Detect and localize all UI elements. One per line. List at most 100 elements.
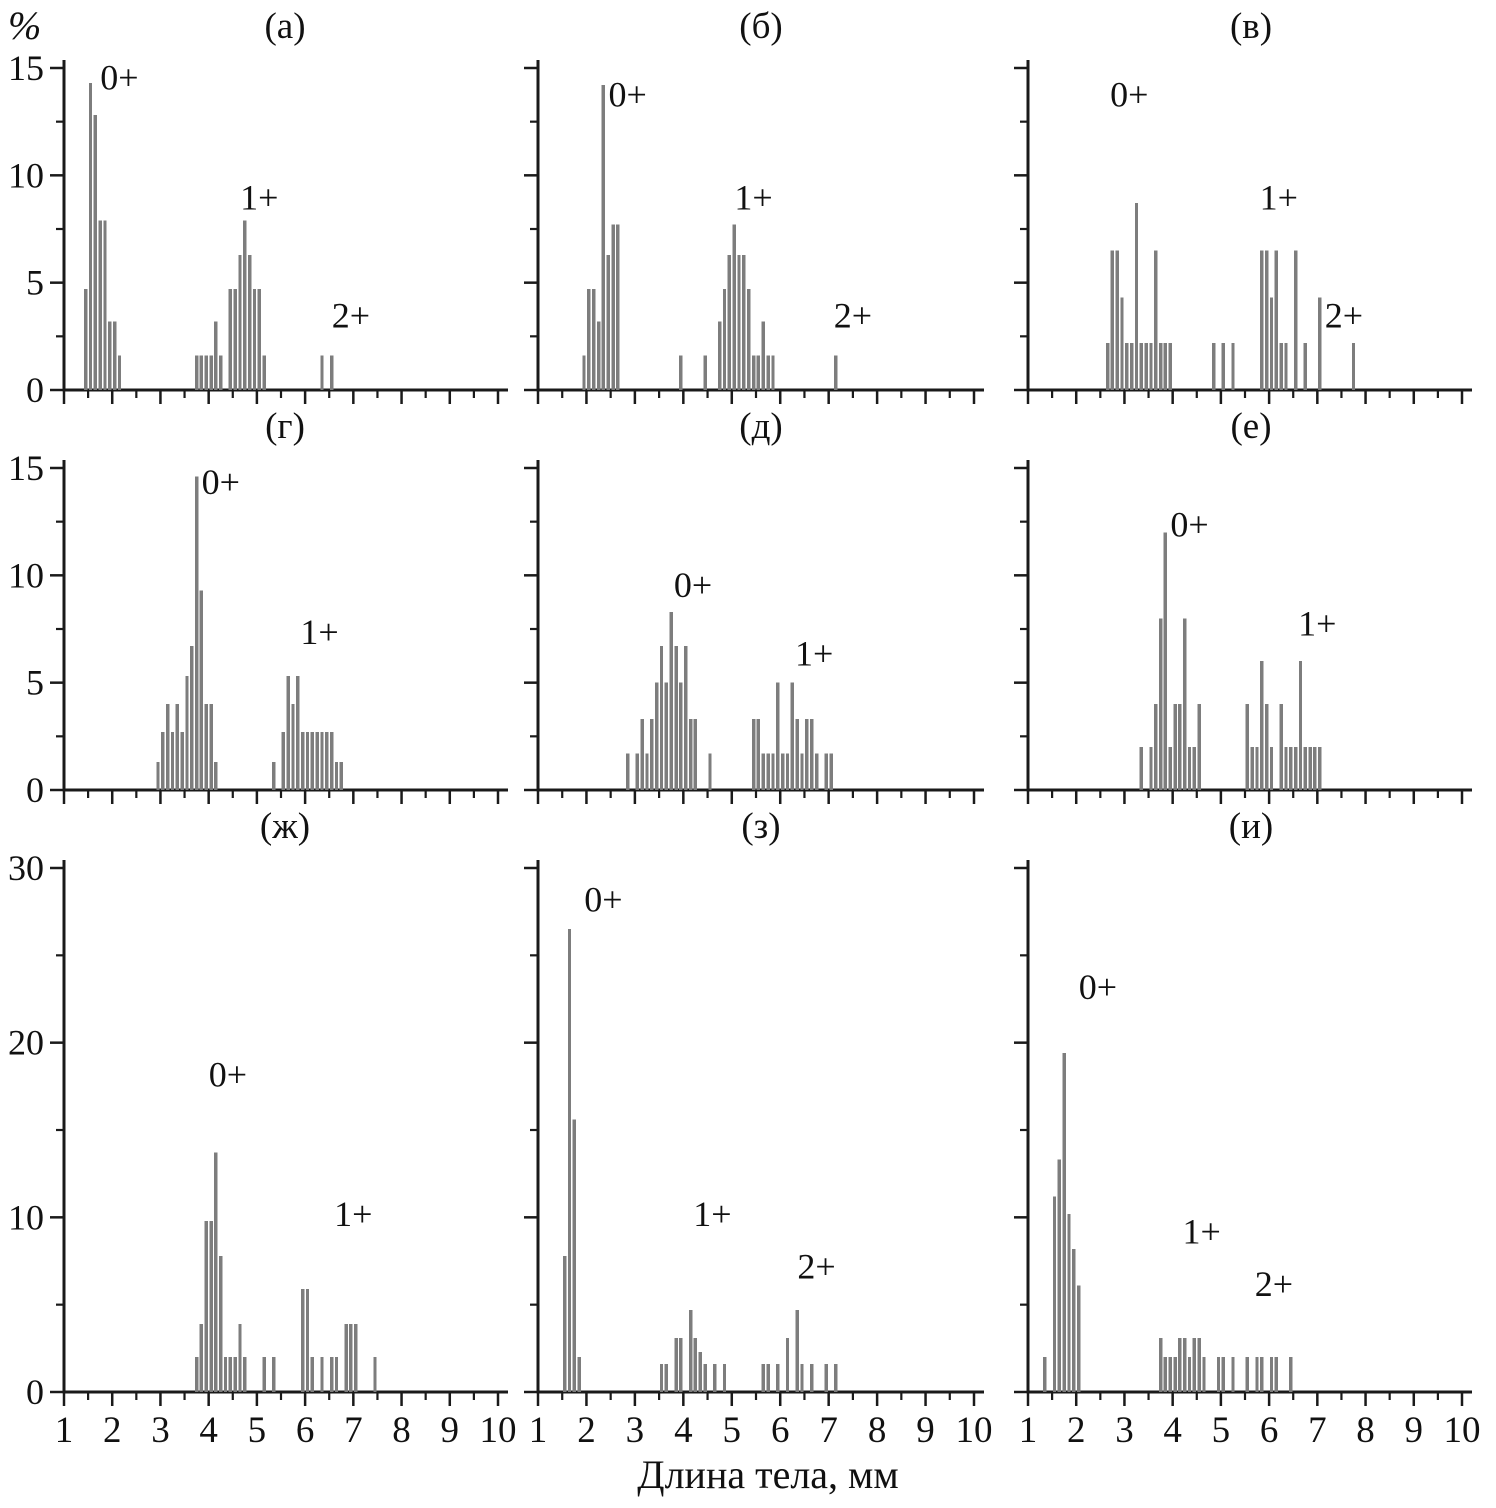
bars bbox=[562, 929, 838, 1392]
svg-text:7: 7 bbox=[1308, 1410, 1327, 1451]
svg-text:4: 4 bbox=[674, 1410, 693, 1451]
svg-text:1: 1 bbox=[529, 1410, 548, 1451]
panel-title: (и) bbox=[1228, 806, 1274, 847]
svg-text:2: 2 bbox=[1067, 1410, 1086, 1451]
cohort-label: 0+ bbox=[209, 1054, 247, 1094]
svg-text:4: 4 bbox=[199, 1410, 218, 1451]
panel-zh: (ж) 1 2 3 4 5 6 7 8 9 10 0 10 20 30 0+ 1+ bbox=[0, 804, 516, 1452]
histogram-svg: 1 2 3 4 5 6 7 8 9 10 0+ 1+ 2+ bbox=[524, 860, 993, 1451]
svg-text:1: 1 bbox=[55, 1410, 74, 1451]
cohort-label: 0+ bbox=[1110, 75, 1148, 115]
panel-title: (е) bbox=[1230, 406, 1272, 447]
panel-title: (а) bbox=[264, 6, 306, 47]
svg-text:0: 0 bbox=[26, 770, 44, 804]
cohort-label: 1+ bbox=[734, 178, 772, 218]
svg-text:10: 10 bbox=[8, 1197, 44, 1237]
cohort-label: 1+ bbox=[1298, 603, 1336, 643]
bars bbox=[625, 611, 833, 790]
svg-text:5: 5 bbox=[1212, 1410, 1231, 1451]
cohort-label: 0+ bbox=[674, 565, 712, 605]
svg-text:5: 5 bbox=[248, 1410, 267, 1451]
cohort-label: 2+ bbox=[797, 1246, 835, 1286]
cohort-label: 0+ bbox=[584, 880, 622, 920]
panel-i: (и) 1 2 3 4 5 6 7 8 9 10 0+ 1+ 2+ bbox=[1006, 804, 1496, 1452]
svg-text:6: 6 bbox=[771, 1410, 790, 1451]
svg-text:3: 3 bbox=[626, 1410, 645, 1451]
svg-text:6: 6 bbox=[1260, 1410, 1279, 1451]
svg-text:3: 3 bbox=[151, 1410, 170, 1451]
svg-text:10: 10 bbox=[8, 555, 44, 595]
svg-text:5: 5 bbox=[26, 263, 44, 303]
cohort-label: 2+ bbox=[1325, 296, 1363, 336]
bars bbox=[156, 476, 343, 790]
svg-text:4: 4 bbox=[1163, 1410, 1182, 1451]
bars bbox=[1139, 532, 1322, 790]
panel-grid: (а) 0 5 10 15 0+ 1+ 2+ (б) 0+ 1+ 2+ (в) 0+ 1+ 2+ (… bbox=[0, 4, 1496, 1452]
svg-text:8: 8 bbox=[1356, 1410, 1375, 1451]
svg-text:10: 10 bbox=[1444, 1410, 1481, 1451]
cohort-label: 0+ bbox=[202, 462, 240, 502]
histogram-svg: 0 5 10 15 0+ 1+ bbox=[8, 450, 508, 804]
bars bbox=[582, 85, 838, 390]
svg-text:3: 3 bbox=[1115, 1410, 1134, 1451]
svg-text:0: 0 bbox=[26, 370, 44, 404]
panel-a: (а) 0 5 10 15 0+ 1+ 2+ bbox=[0, 4, 516, 404]
svg-text:1: 1 bbox=[1019, 1410, 1038, 1451]
cohort-label: 2+ bbox=[332, 296, 370, 336]
cohort-label: 0+ bbox=[100, 57, 138, 97]
panel-z: (з) 1 2 3 4 5 6 7 8 9 10 0+ 1+ 2+ bbox=[516, 804, 1006, 1452]
svg-text:6: 6 bbox=[296, 1410, 315, 1451]
cohort-label: 1+ bbox=[300, 612, 338, 652]
cohort-label: 0+ bbox=[1170, 505, 1208, 545]
histogram-svg: 0 5 10 15 0+ 1+ 2+ bbox=[8, 50, 508, 404]
bars bbox=[194, 1152, 377, 1392]
cohort-label: 1+ bbox=[1260, 178, 1298, 218]
cohort-label: 1+ bbox=[693, 1194, 731, 1234]
svg-text:8: 8 bbox=[868, 1410, 887, 1451]
bars bbox=[84, 83, 334, 390]
svg-text:7: 7 bbox=[344, 1410, 363, 1451]
panel-b: (б) 0+ 1+ 2+ bbox=[516, 4, 1006, 404]
histogram-svg: 1 2 3 4 5 6 7 8 9 10 0 10 20 30 0+ 1+ bbox=[8, 850, 517, 1451]
svg-text:15: 15 bbox=[8, 50, 44, 88]
svg-text:2: 2 bbox=[103, 1410, 122, 1451]
cohort-label: 0+ bbox=[608, 75, 646, 115]
panel-title: (б) bbox=[739, 6, 783, 47]
svg-text:10: 10 bbox=[8, 155, 44, 195]
svg-text:9: 9 bbox=[916, 1410, 935, 1451]
histogram-svg: 0+ 1+ bbox=[1014, 460, 1472, 804]
svg-text:15: 15 bbox=[8, 450, 44, 488]
panel-title: (г) bbox=[265, 406, 305, 447]
histogram-svg: 0+ 1+ bbox=[524, 460, 984, 804]
y-axis-unit-label: % bbox=[8, 3, 42, 48]
svg-text:10: 10 bbox=[480, 1410, 517, 1451]
cohort-label: 1+ bbox=[795, 633, 833, 673]
cohort-label: 1+ bbox=[1182, 1212, 1220, 1252]
svg-text:9: 9 bbox=[441, 1410, 460, 1451]
svg-text:0: 0 bbox=[26, 1372, 44, 1412]
svg-text:8: 8 bbox=[392, 1410, 411, 1451]
svg-text:2: 2 bbox=[577, 1410, 596, 1451]
histogram-svg: 0+ 1+ 2+ bbox=[1014, 60, 1472, 404]
panel-g: (г) 0 5 10 15 0+ 1+ bbox=[0, 404, 516, 804]
panel-title: (ж) bbox=[259, 806, 311, 847]
svg-text:30: 30 bbox=[8, 850, 44, 888]
histogram-svg: 1 2 3 4 5 6 7 8 9 10 0+ 1+ 2+ bbox=[1014, 860, 1481, 1451]
svg-text:5: 5 bbox=[26, 663, 44, 703]
x-axis-title: Длина тела, мм bbox=[637, 1452, 899, 1497]
histogram-svg: 0+ 1+ 2+ bbox=[524, 60, 984, 404]
cohort-label: 2+ bbox=[1255, 1264, 1293, 1304]
svg-text:7: 7 bbox=[819, 1410, 838, 1451]
svg-text:20: 20 bbox=[8, 1023, 44, 1063]
bars bbox=[1105, 203, 1356, 390]
svg-text:10: 10 bbox=[956, 1410, 993, 1451]
panel-title: (д) bbox=[739, 406, 783, 447]
cohort-label: 1+ bbox=[240, 178, 278, 218]
cohort-label: 0+ bbox=[1079, 967, 1117, 1007]
cohort-label: 2+ bbox=[834, 296, 872, 336]
svg-text:9: 9 bbox=[1405, 1410, 1424, 1451]
panel-title: (в) bbox=[1229, 6, 1273, 47]
panel-v: (в) 0+ 1+ 2+ bbox=[1006, 4, 1496, 404]
panel-e: (е) 0+ 1+ bbox=[1006, 404, 1496, 804]
